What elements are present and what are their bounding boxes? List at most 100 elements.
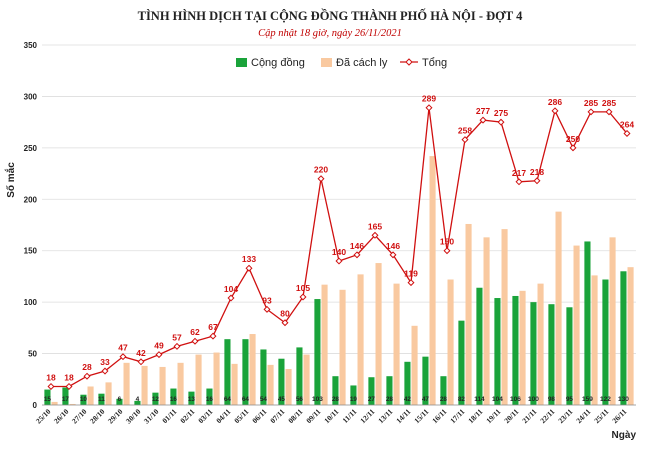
y-axis-label: Số mắc bbox=[4, 162, 17, 198]
total-value-label: 42 bbox=[136, 348, 146, 358]
bar-quarantined bbox=[177, 362, 184, 405]
total-marker bbox=[353, 251, 361, 259]
bar-quarantined bbox=[141, 365, 148, 405]
x-tick-label: 19/11 bbox=[484, 407, 502, 425]
total-value-labels: 18 18 28 33 47 42 49 57 62 67 104 133 93 80 105 220 140 1… bbox=[46, 94, 634, 383]
legend-label-community: Cộng đồng bbox=[251, 57, 305, 69]
total-value-label: 47 bbox=[118, 343, 128, 353]
x-tick-label: 24/11 bbox=[574, 407, 592, 425]
gridlines bbox=[42, 44, 636, 354]
bar-community bbox=[566, 307, 573, 405]
total-marker bbox=[155, 351, 163, 359]
bar-quarantined bbox=[285, 369, 292, 405]
community-value-label: 114 bbox=[474, 396, 485, 403]
total-marker bbox=[281, 319, 289, 327]
x-tick-label: 08/11 bbox=[286, 407, 304, 425]
total-marker bbox=[173, 342, 181, 350]
x-tick-label: 14/11 bbox=[394, 407, 412, 425]
community-value-label: 6 bbox=[118, 396, 122, 403]
community-value-labels: 15 17 10 11 6 4 12 16 13 16 64 64 54 45 56 103 28 19 27 28 4… bbox=[44, 396, 629, 403]
total-value-label: 33 bbox=[100, 357, 110, 367]
total-marker bbox=[299, 293, 307, 301]
total-value-label: 49 bbox=[154, 341, 164, 351]
bar-community bbox=[260, 349, 267, 405]
bar-community bbox=[224, 339, 231, 405]
community-value-label: 56 bbox=[296, 396, 304, 403]
total-marker bbox=[515, 178, 523, 186]
total-value-label: 258 bbox=[458, 126, 472, 136]
bar-community bbox=[80, 394, 87, 405]
bar-community bbox=[440, 376, 447, 405]
x-tick-label: 26/10 bbox=[52, 407, 71, 426]
community-value-label: 82 bbox=[458, 396, 466, 403]
total-marker bbox=[119, 353, 127, 361]
total-marker bbox=[47, 382, 55, 390]
bar-community bbox=[512, 295, 519, 405]
bar-community bbox=[386, 376, 393, 405]
bar-community bbox=[170, 388, 177, 405]
x-axis-label: Ngày bbox=[612, 430, 637, 441]
total-marker bbox=[461, 136, 469, 144]
bar-quarantined bbox=[555, 211, 562, 405]
total-value-label: 285 bbox=[584, 98, 598, 108]
total-value-label: 250 bbox=[566, 134, 580, 144]
total-value-label: 93 bbox=[262, 295, 272, 305]
bar-community bbox=[530, 302, 537, 405]
bar-community bbox=[584, 241, 591, 405]
total-value-label: 62 bbox=[190, 327, 200, 337]
y-tick-label: 250 bbox=[24, 144, 38, 153]
community-value-label: 16 bbox=[206, 396, 214, 403]
bar-quarantined bbox=[213, 352, 220, 405]
bar-quarantined bbox=[501, 229, 508, 405]
bar-quarantined bbox=[195, 354, 202, 405]
total-marker bbox=[407, 279, 415, 287]
bar-community bbox=[332, 376, 339, 405]
total-marker bbox=[263, 305, 271, 313]
community-value-label: 19 bbox=[350, 396, 358, 403]
chart-subtitle: Cập nhật 18 giờ, ngày 26/11/2021 bbox=[258, 28, 402, 39]
y-tick-label: 200 bbox=[24, 195, 38, 204]
bar-community bbox=[602, 279, 609, 405]
x-tick-label: 26/11 bbox=[610, 407, 628, 425]
community-value-label: 42 bbox=[404, 396, 412, 403]
bar-community bbox=[62, 387, 69, 405]
community-value-label: 13 bbox=[188, 396, 196, 403]
legend-swatch-quarantined bbox=[321, 58, 332, 67]
community-value-label: 16 bbox=[170, 396, 178, 403]
total-value-label: 220 bbox=[314, 165, 328, 175]
y-tick-label: 100 bbox=[24, 298, 38, 307]
bar-community bbox=[278, 358, 285, 405]
bar-quarantined bbox=[123, 362, 130, 405]
total-marker bbox=[425, 104, 433, 112]
bar-quarantined bbox=[51, 401, 58, 405]
x-tick-label: 16/11 bbox=[430, 407, 448, 425]
total-value-label: 217 bbox=[512, 168, 526, 178]
x-tick-label: 28/10 bbox=[88, 407, 107, 426]
bar-community bbox=[404, 361, 411, 405]
y-tick-label: 300 bbox=[24, 92, 38, 101]
bar-community bbox=[458, 320, 465, 405]
bar-community bbox=[44, 389, 51, 405]
bar-quarantined bbox=[573, 245, 580, 405]
bar-quarantined bbox=[591, 275, 598, 405]
total-value-label: 275 bbox=[494, 108, 508, 118]
legend-marker-total bbox=[405, 58, 413, 66]
x-tick-label: 23/11 bbox=[556, 407, 574, 425]
x-tick-label: 20/11 bbox=[502, 407, 520, 425]
x-tick-label: 11/11 bbox=[341, 407, 359, 425]
community-value-label: 95 bbox=[566, 396, 574, 403]
total-value-label: 140 bbox=[332, 247, 346, 257]
total-value-label: 218 bbox=[530, 167, 544, 177]
total-value-label: 133 bbox=[242, 254, 256, 264]
total-marker bbox=[371, 231, 379, 239]
total-value-label: 264 bbox=[620, 119, 634, 129]
total-value-label: 285 bbox=[602, 98, 616, 108]
bar-quarantined bbox=[357, 274, 364, 405]
bar-quarantined bbox=[411, 325, 418, 405]
community-value-label: 64 bbox=[224, 396, 232, 403]
community-value-label: 12 bbox=[152, 396, 160, 403]
total-marker bbox=[317, 175, 325, 183]
total-value-label: 18 bbox=[64, 372, 74, 382]
total-value-label: 119 bbox=[404, 269, 418, 279]
